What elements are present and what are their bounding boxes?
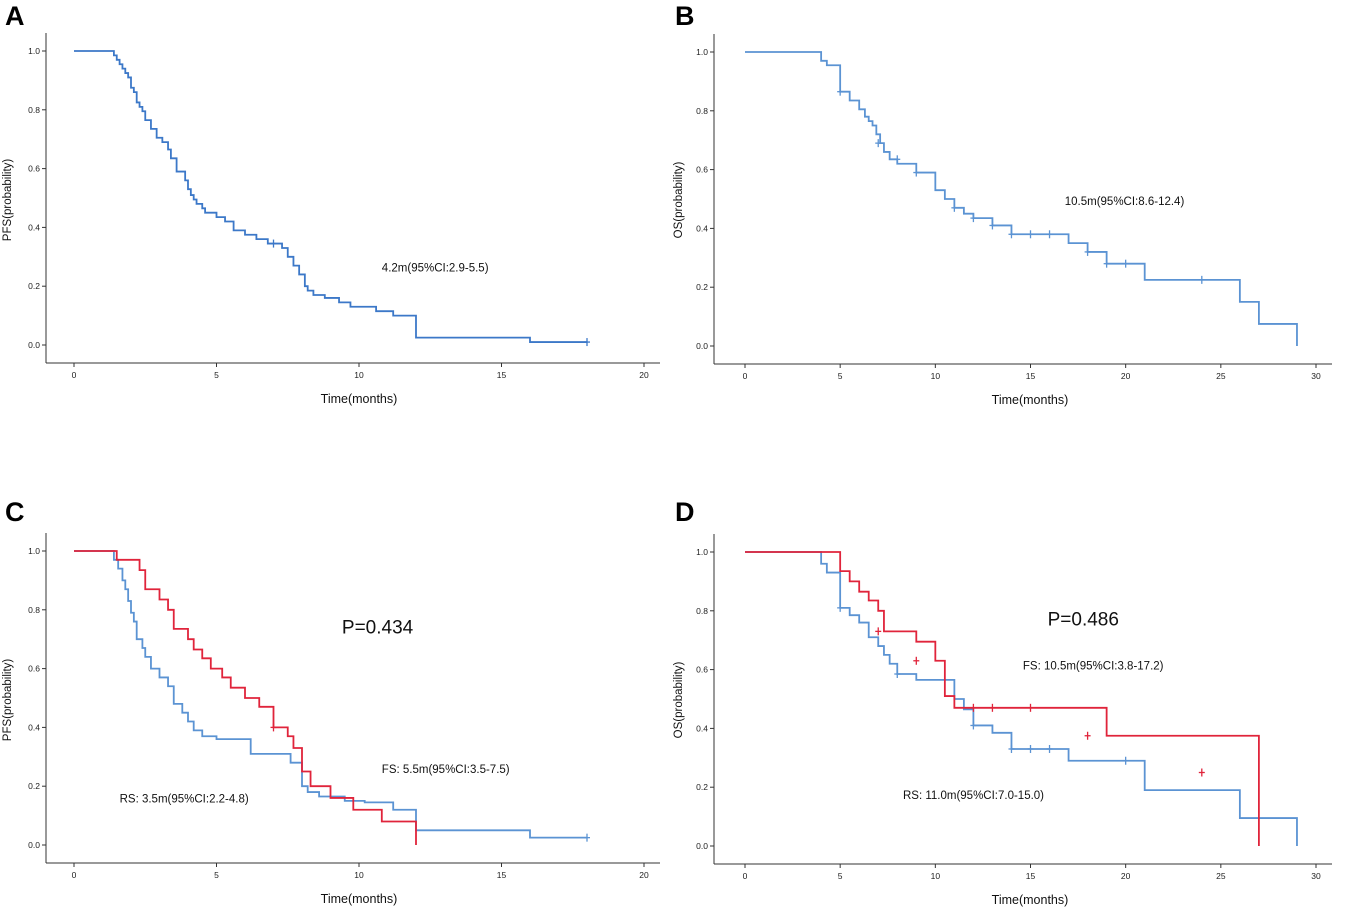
panel-a-letter: A — [5, 1, 25, 31]
y-tick-label: 1.0 — [28, 46, 40, 56]
y-axis-label: OS(probability) — [673, 661, 685, 738]
x-tick-label: 20 — [639, 870, 649, 880]
median-annotation: RS: 3.5m(95%CI:2.2-4.8) — [120, 793, 249, 805]
y-tick-label: 0.6 — [28, 664, 40, 674]
median-annotation: 4.2m(95%CI:2.9-5.5) — [382, 263, 489, 275]
y-tick-label: 0.2 — [28, 781, 40, 791]
series-line-os — [745, 51, 1298, 346]
x-tick-label: 0 — [743, 371, 748, 381]
x-tick-label: 5 — [838, 371, 843, 381]
x-axis-label: Time(months) — [992, 893, 1069, 907]
x-tick-label: 5 — [838, 871, 843, 881]
panel-b: B 0.0 0.2 0.4 0.6 0.8 1.0 0 5 10 15 20 25 30 Time(mon… — [673, 0, 1348, 453]
x-axis-label: Time(months) — [992, 393, 1069, 407]
y-tick-label: 0.0 — [696, 841, 708, 851]
y-axis-label: OS(probability) — [673, 161, 685, 238]
x-tick-label: 25 — [1216, 371, 1226, 381]
panel-c: C 0.0 0.2 0.4 0.6 0.8 1.0 0 5 10 15 20 Time(months)… — [0, 453, 674, 907]
x-tick-label: 5 — [214, 870, 219, 880]
y-axis-label: PFS(probability) — [2, 159, 14, 242]
x-tick-label: 0 — [72, 870, 77, 880]
y-tick-label: 1.0 — [28, 546, 40, 556]
y-tick-label: 0.0 — [28, 340, 40, 350]
x-tick-label: 10 — [354, 870, 364, 880]
p-value-label: P=0.486 — [1048, 610, 1119, 631]
y-tick-label: 0.8 — [696, 606, 708, 616]
y-tick-label: 0.4 — [28, 722, 40, 732]
median-annotation: FS: 5.5m(95%CI:3.5-7.5) — [382, 764, 510, 776]
km-chart-b: 0.0 0.2 0.4 0.6 0.8 1.0 0 5 10 15 20 25 30 Time(month… — [673, 34, 1332, 407]
panel-d-letter: D — [675, 497, 695, 527]
y-tick-label: 0.8 — [696, 106, 708, 116]
panel-a: A 0.0 0.2 0.4 0.6 0.8 1.0 0 5 10 15 20 Time(months)… — [0, 0, 674, 453]
y-tick-label: 1.0 — [696, 47, 708, 57]
y-tick-label: 0.4 — [28, 222, 40, 232]
series-line-pfs — [74, 50, 587, 343]
y-tick-label: 0.2 — [28, 281, 40, 291]
panel-b-letter: B — [675, 1, 695, 31]
x-tick-label: 15 — [497, 370, 507, 380]
series-line-fs — [745, 551, 1260, 846]
y-tick-label: 1.0 — [696, 547, 708, 557]
x-tick-label: 15 — [1026, 371, 1036, 381]
km-chart-a: 0.0 0.2 0.4 0.6 0.8 1.0 0 5 10 15 20 Time(months) PF… — [2, 33, 660, 406]
x-tick-label: 15 — [1026, 871, 1036, 881]
km-chart-c: 0.0 0.2 0.4 0.6 0.8 1.0 0 5 10 15 20 Time(months) PF… — [2, 533, 660, 906]
y-tick-label: 0.0 — [28, 840, 40, 850]
km-chart-d: 0.0 0.2 0.4 0.6 0.8 1.0 0 5 10 15 20 25 30 Time(month… — [673, 534, 1332, 907]
y-tick-label: 0.6 — [696, 165, 708, 175]
x-tick-label: 25 — [1216, 871, 1226, 881]
x-axis-label: Time(months) — [321, 892, 398, 906]
median-annotation: RS: 11.0m(95%CI:7.0-15.0) — [903, 790, 1044, 802]
panel-c-letter: C — [5, 497, 25, 527]
series-line-fs — [74, 550, 417, 845]
x-tick-label: 10 — [931, 871, 941, 881]
y-tick-label: 0.8 — [28, 605, 40, 615]
x-tick-label: 0 — [72, 370, 77, 380]
x-tick-label: 10 — [931, 371, 941, 381]
y-tick-label: 0.4 — [696, 223, 708, 233]
y-axis-label: PFS(probability) — [2, 659, 14, 742]
p-value-label: P=0.434 — [342, 617, 414, 638]
y-tick-label: 0.6 — [696, 665, 708, 675]
median-annotation: FS: 10.5m(95%CI:3.8-17.2) — [1023, 661, 1164, 673]
y-tick-label: 0.2 — [696, 782, 708, 792]
x-tick-label: 5 — [214, 370, 219, 380]
y-tick-label: 0.0 — [696, 341, 708, 351]
x-tick-label: 20 — [1121, 371, 1131, 381]
x-tick-label: 20 — [639, 370, 649, 380]
x-tick-label: 15 — [497, 870, 507, 880]
x-axis-label: Time(months) — [321, 392, 398, 406]
panel-d: D 0.0 0.2 0.4 0.6 0.8 1.0 0 5 10 15 20 25 30 Time(mon… — [673, 453, 1348, 907]
y-tick-label: 0.8 — [28, 105, 40, 115]
x-tick-label: 30 — [1311, 871, 1321, 881]
x-tick-label: 30 — [1311, 371, 1321, 381]
y-tick-label: 0.6 — [28, 164, 40, 174]
x-tick-label: 20 — [1121, 871, 1131, 881]
x-tick-label: 10 — [354, 370, 364, 380]
y-tick-label: 0.4 — [696, 723, 708, 733]
x-tick-label: 0 — [743, 871, 748, 881]
y-tick-label: 0.2 — [696, 282, 708, 292]
median-annotation: 10.5m(95%CI:8.6-12.4) — [1065, 196, 1185, 208]
